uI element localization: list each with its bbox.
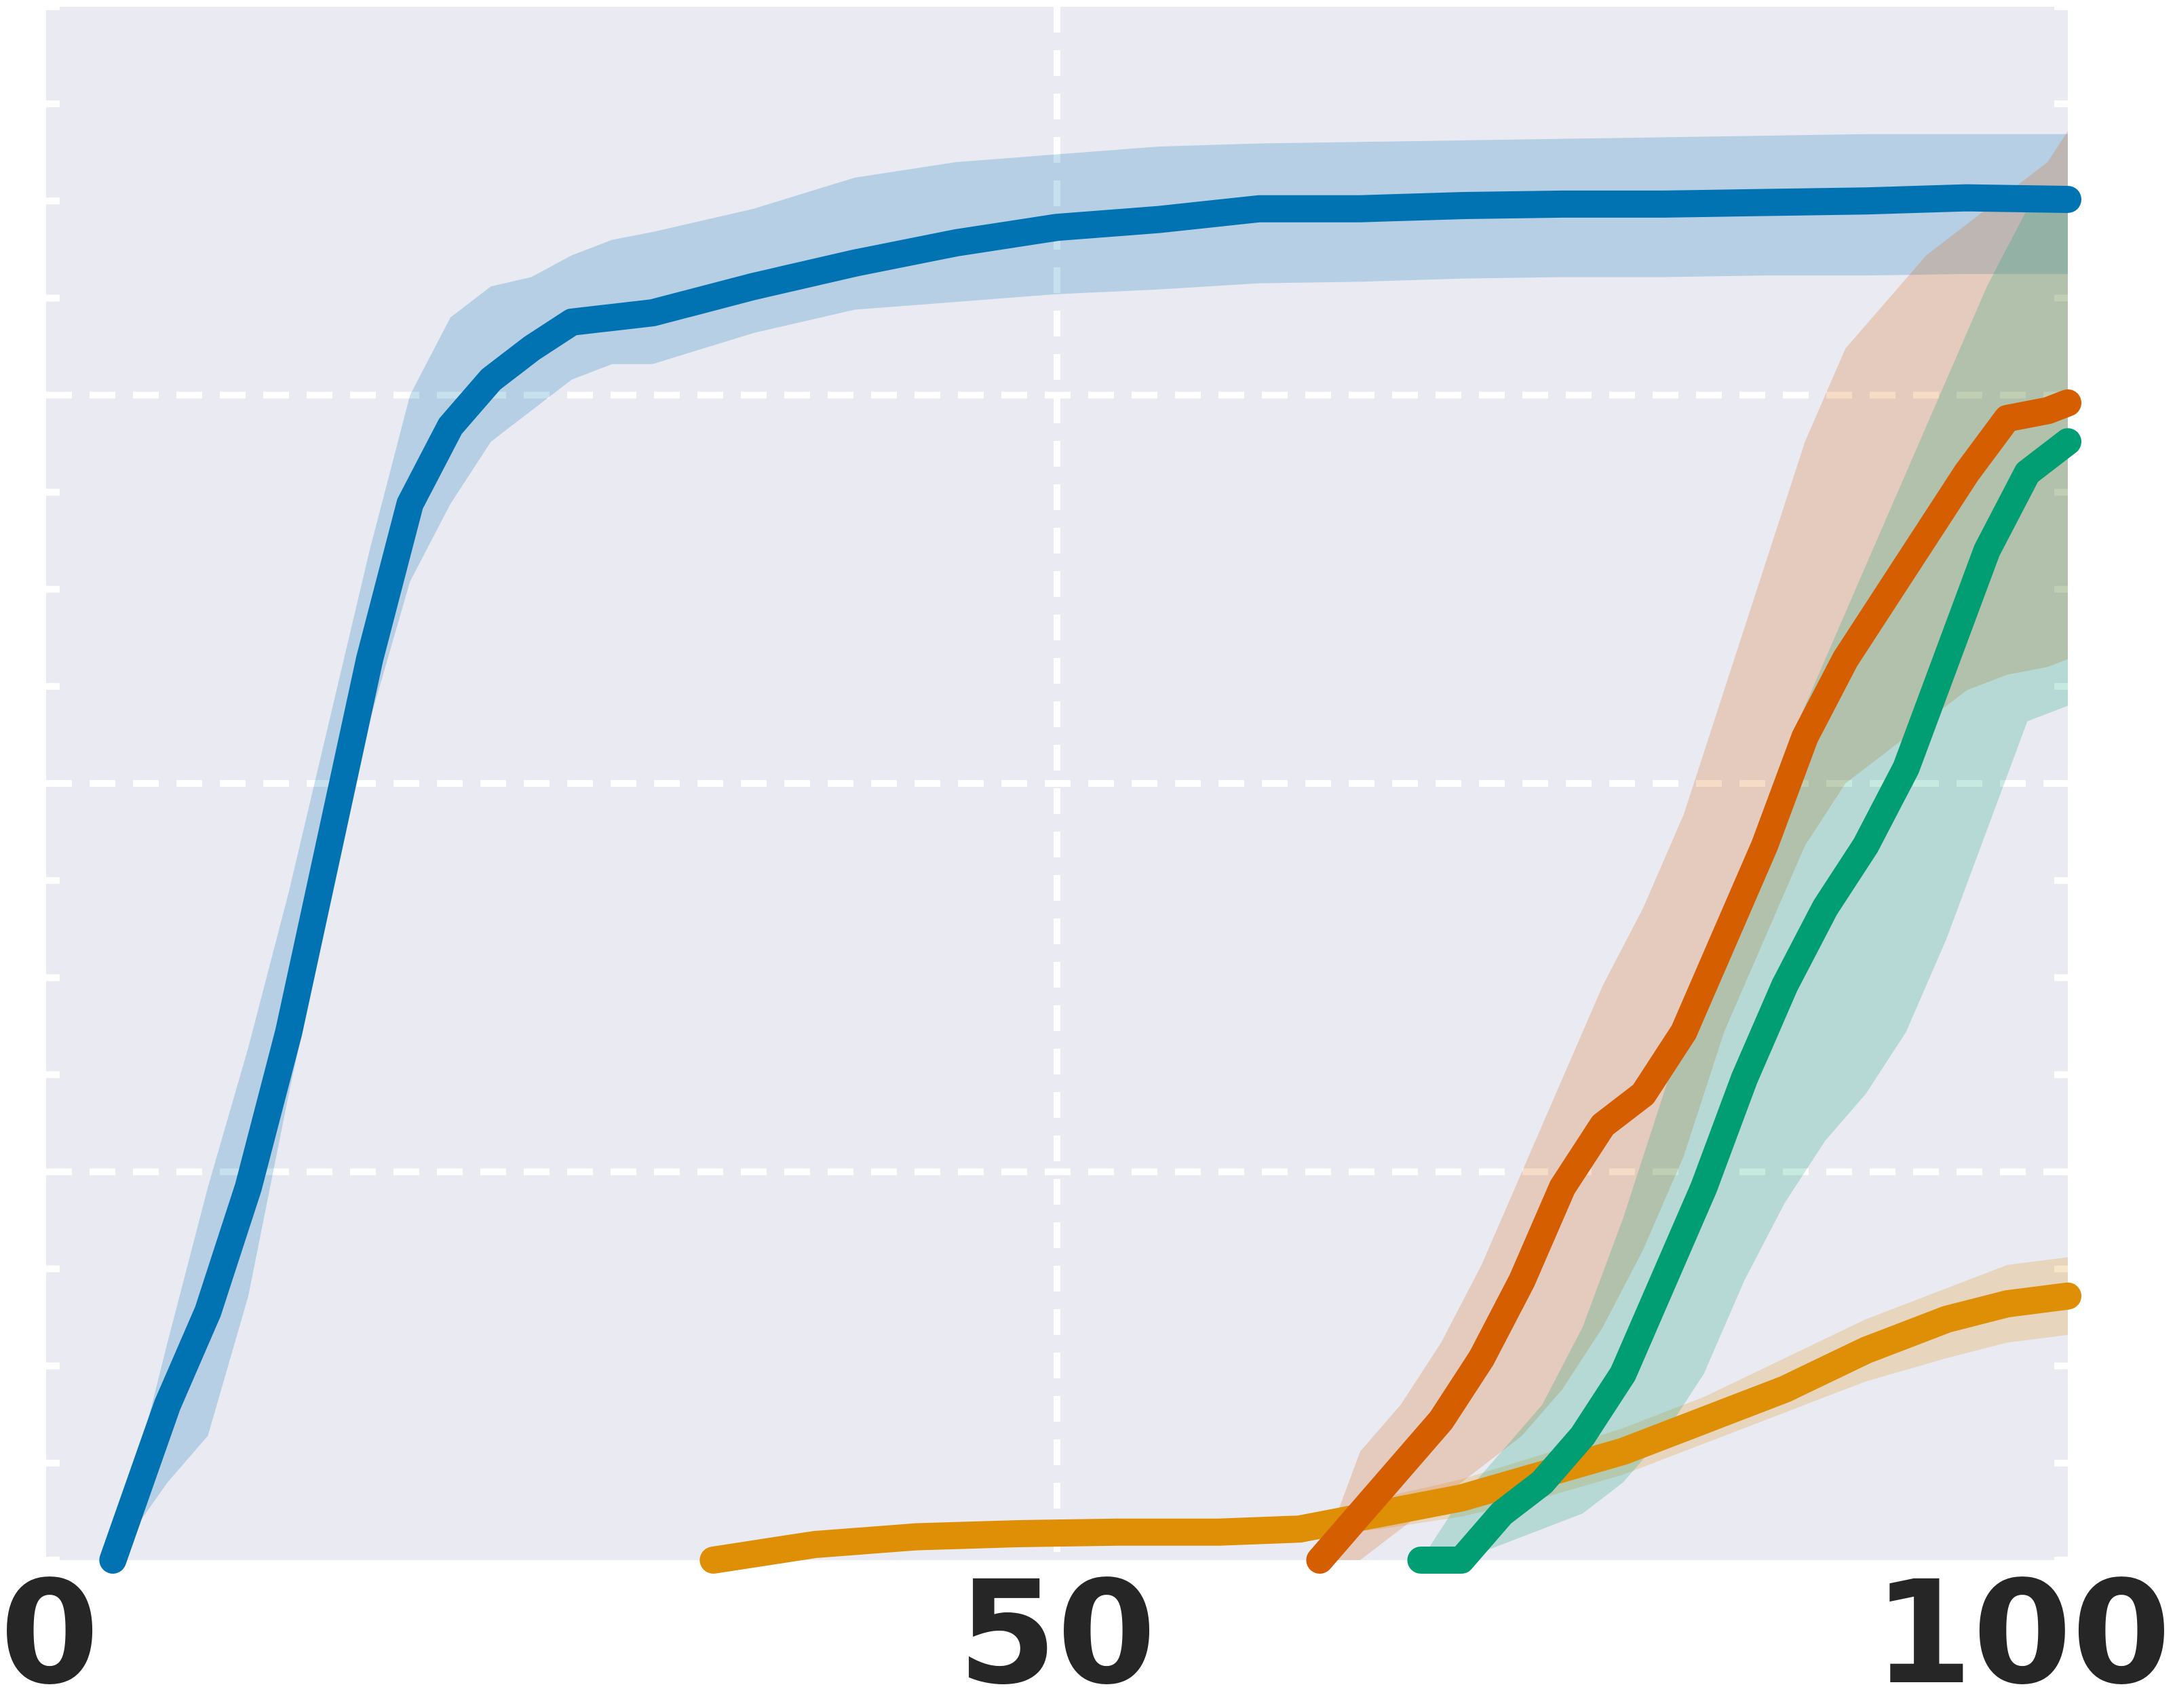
grid-lines <box>45 3 2069 1564</box>
x-tick-label-2: 100 <box>1874 1550 2171 1708</box>
series-3-line <box>1407 428 2081 1574</box>
x-tick-label-1: 50 <box>958 1550 1156 1708</box>
x-tick-labels: 0 50 100 <box>0 1550 2171 1708</box>
series-lines <box>99 184 2081 1574</box>
series-1-line <box>699 1282 2081 1574</box>
series-2-line <box>1306 389 2081 1574</box>
series-0-line <box>99 184 2081 1574</box>
series-2-band <box>1320 131 2068 1561</box>
x-tick-label-0: 0 <box>0 1550 99 1708</box>
